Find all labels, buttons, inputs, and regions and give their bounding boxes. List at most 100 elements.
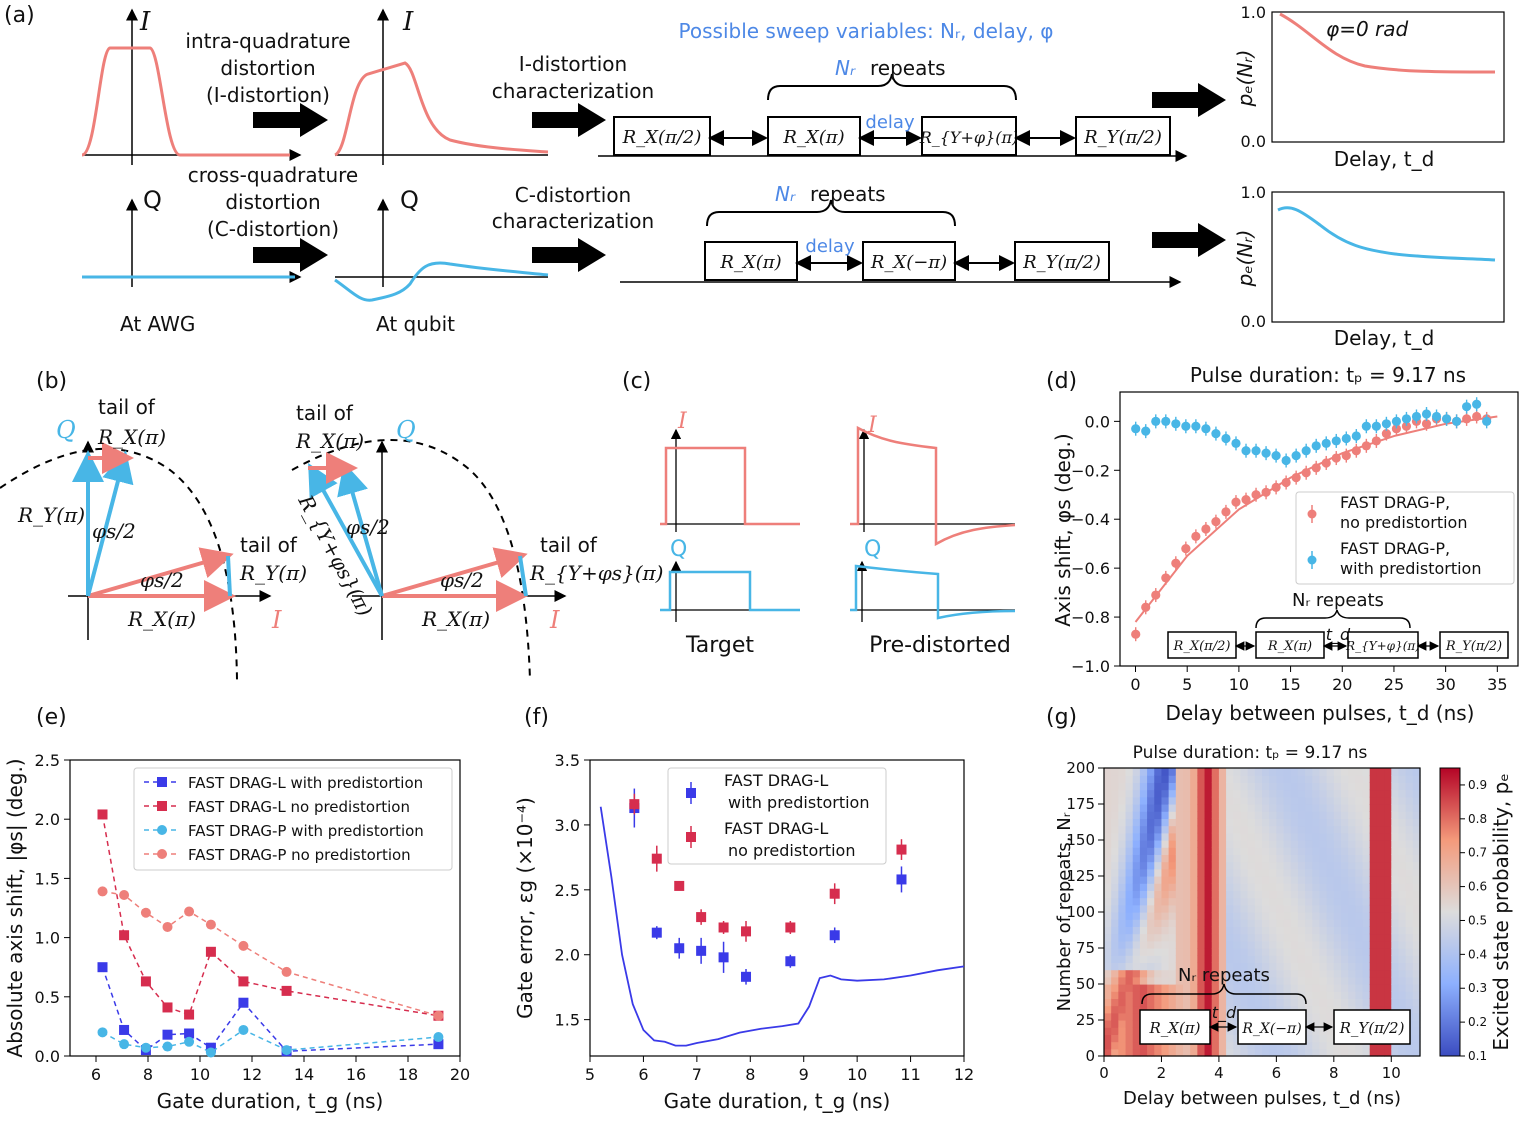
heatmap-cell: [1290, 775, 1299, 783]
heatmap-cell: [1226, 883, 1234, 891]
heatmap-cell: [1305, 912, 1313, 920]
data-point: [1411, 411, 1422, 422]
heatmap-cell: [1161, 962, 1170, 971]
data-point: [1191, 421, 1201, 431]
heatmap-cell: [1147, 818, 1155, 827]
data-point: [1231, 497, 1241, 507]
svg-text:Pre-distorted: Pre-distorted: [869, 633, 1011, 658]
heatmap-cell: [1254, 969, 1263, 978]
heatmap-cell: [1297, 883, 1306, 891]
heatmap: [1104, 768, 1421, 1057]
tick-label: −0.4: [1071, 510, 1110, 529]
heatmap-cell: [1297, 919, 1306, 927]
heatmap-cell: [1226, 775, 1234, 783]
tick-label: 6: [638, 1065, 648, 1084]
heatmap-cell: [1247, 984, 1256, 992]
tick-label: 30: [1435, 675, 1455, 694]
heatmap-cell: [1305, 998, 1313, 1007]
heatmap-cell: [1376, 847, 1385, 855]
heatmap-cell: [1319, 1027, 1328, 1035]
heatmap-cell: [1154, 876, 1163, 884]
heatmap-cell: [1398, 897, 1407, 906]
heatmap-cell: [1218, 818, 1227, 827]
data-point: [1381, 428, 1392, 439]
heatmap-cell: [1211, 876, 1220, 884]
heatmap-cell: [1384, 955, 1392, 963]
tick-label: 4: [1214, 1064, 1224, 1082]
heatmap-cell: [1240, 775, 1249, 783]
heatmap-cell: [1376, 789, 1385, 798]
heatmap-cell: [1190, 998, 1198, 1007]
heatmap-cell: [1333, 789, 1342, 798]
heatmap-cell: [1132, 775, 1141, 783]
heatmap-cell: [1168, 832, 1177, 841]
heatmap-cell: [1154, 969, 1163, 978]
svg-text:Delay, t_d: Delay, t_d: [1334, 326, 1435, 350]
data-point: [1321, 438, 1331, 448]
heatmap-cell: [1290, 998, 1299, 1007]
svg-text:I: I: [867, 413, 878, 438]
heatmap-cell: [1297, 789, 1306, 798]
heatmap-cell: [1211, 948, 1220, 956]
heatmap-cell: [1276, 940, 1285, 949]
heatmap-cell: [1376, 919, 1385, 927]
heatmap-cell: [1262, 789, 1270, 798]
heatmap-cell: [1326, 962, 1335, 971]
heatmap-cell: [1104, 768, 1112, 776]
gate-block: R_X(π): [1255, 631, 1325, 659]
heatmap-cell: [1369, 818, 1378, 827]
heatmap-cell: [1190, 948, 1198, 956]
heatmap-cell: [1183, 883, 1191, 891]
heatmap-cell: [1190, 1041, 1198, 1050]
heatmap-cell: [1348, 1041, 1356, 1050]
heatmap-cell: [1262, 782, 1270, 791]
gate-block: R_Y(π/2): [1075, 116, 1171, 156]
heatmap-cell: [1254, 768, 1263, 776]
heatmap-cell: [1218, 782, 1227, 791]
heatmap-cell: [1139, 998, 1148, 1007]
heatmap-cell: [1247, 998, 1256, 1007]
heatmap-cell: [1297, 940, 1306, 949]
heatmap-cell: [1369, 768, 1378, 776]
heatmap-cell: [1297, 847, 1306, 855]
heatmap-cell: [1132, 796, 1141, 805]
heatmap-cell: [1283, 804, 1292, 812]
svg-text:C-distortion: C-distortion: [515, 183, 631, 207]
heatmap-cell: [1154, 948, 1163, 956]
heatmap-cell: [1398, 890, 1407, 899]
heatmap-cell: [1355, 1041, 1364, 1050]
heatmap-cell: [1405, 912, 1414, 920]
heatmap-cell: [1319, 919, 1328, 927]
heatmap-cell: [1305, 991, 1313, 999]
heatmap-cell: [1319, 1041, 1328, 1050]
heatmap-cell: [1319, 1012, 1328, 1021]
heatmap-cell: [1211, 919, 1220, 927]
heatmap-cell: [1319, 768, 1328, 776]
data-point: [1311, 463, 1321, 473]
heatmap-cell: [1276, 955, 1285, 963]
heatmap-cell: [1276, 998, 1285, 1007]
heatmap-cell: [1376, 854, 1385, 863]
svg-text:Nᵣ: Nᵣ: [775, 182, 796, 206]
heatmap-cell: [1111, 796, 1119, 805]
tick-label: 100: [1066, 903, 1095, 921]
heatmap-cell: [1104, 926, 1112, 935]
heatmap-cell: [1362, 782, 1371, 791]
heatmap-cell: [1161, 825, 1170, 834]
heatmap-cell: [1197, 991, 1206, 999]
heatmap-cell: [1139, 912, 1148, 920]
heatmap-cell: [1161, 976, 1170, 985]
heatmap-cell: [1175, 998, 1184, 1007]
heatmap-cell: [1269, 854, 1277, 863]
heatmap-cell: [1118, 1048, 1127, 1057]
heatmap-cell: [1190, 854, 1198, 863]
heatmap-cell: [1391, 976, 1400, 985]
heatmap-cell: [1326, 796, 1335, 805]
heatmap-cell: [1262, 933, 1270, 942]
heatmap-cell: [1147, 847, 1155, 855]
heatmap-cell: [1290, 984, 1299, 992]
heatmap-cell: [1405, 832, 1414, 841]
heatmap-cell: [1240, 861, 1249, 870]
heatmap-cell: [1319, 904, 1328, 913]
data-point: [1181, 421, 1191, 431]
